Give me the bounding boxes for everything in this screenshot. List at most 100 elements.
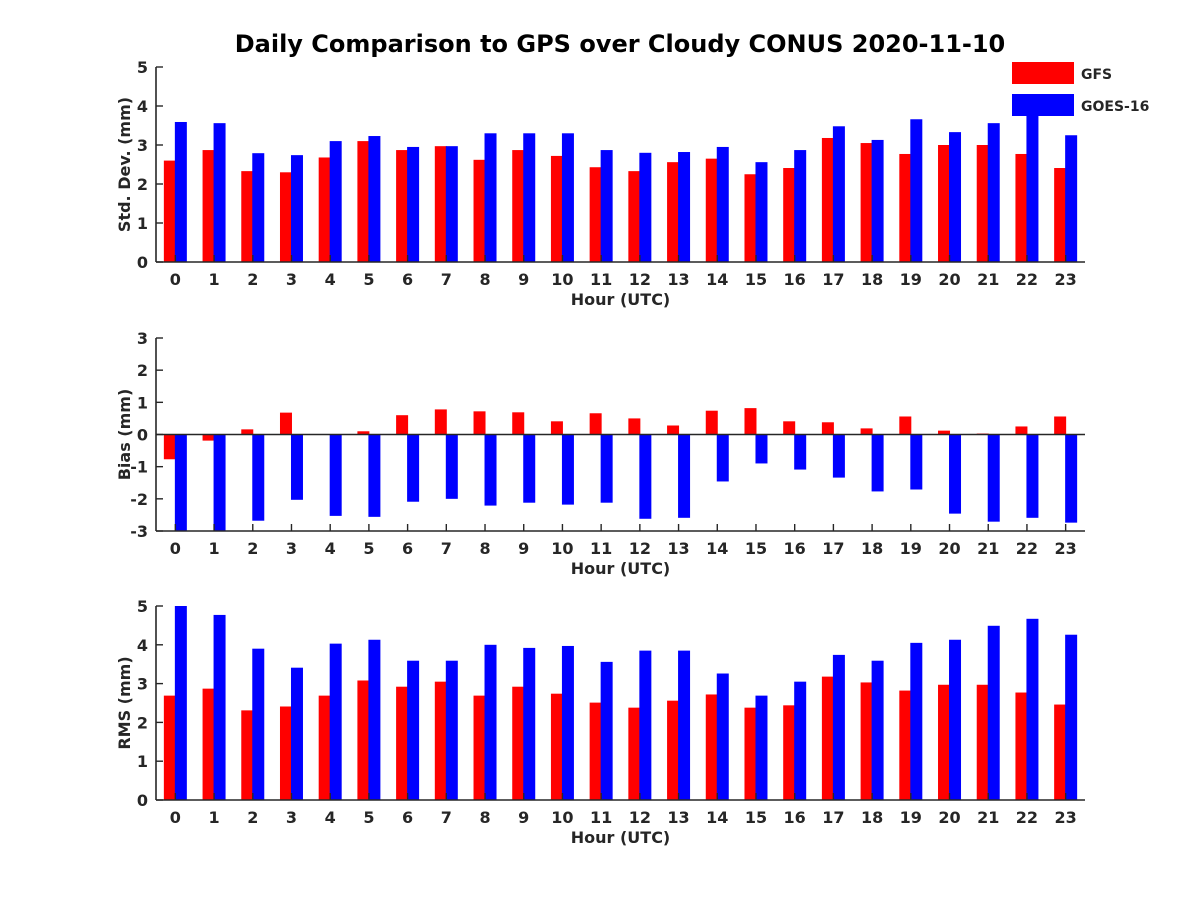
x-tick-label: 22 — [1016, 539, 1038, 558]
bar-goes-16-hour-18 — [871, 139, 884, 262]
bar-goes-16-hour-20 — [949, 132, 962, 262]
x-tick-label: 0 — [170, 539, 181, 558]
x-tick-label: 19 — [900, 539, 922, 558]
bar-goes-16-hour-17 — [832, 654, 845, 800]
bar-gfs-hour-3 — [279, 412, 292, 435]
bar-gfs-hour-5 — [357, 680, 370, 800]
bar-gfs-hour-8 — [473, 695, 486, 800]
bar-goes-16-hour-14 — [716, 146, 729, 262]
y-tick-label: 4 — [137, 636, 148, 655]
x-tick-label: 17 — [822, 270, 844, 289]
x-tick-label: 19 — [900, 270, 922, 289]
y-tick-label: -1 — [130, 458, 148, 477]
y-tick-label: 1 — [137, 393, 148, 412]
x-tick-label: 15 — [745, 808, 767, 827]
bar-goes-16-hour-10 — [561, 434, 574, 505]
bar-gfs-hour-12 — [628, 707, 641, 800]
bar-goes-16-hour-9 — [523, 133, 536, 262]
x-tick-label: 12 — [629, 539, 651, 558]
bar-goes-16-hour-19 — [910, 434, 923, 490]
bar-goes-16-hour-12 — [639, 650, 652, 800]
x-tick-label: 15 — [745, 270, 767, 289]
bar-goes-16-hour-13 — [678, 434, 691, 518]
bar-gfs-hour-15 — [744, 174, 757, 262]
bar-goes-16-hour-11 — [600, 434, 613, 503]
x-tick-label: 23 — [1055, 808, 1077, 827]
bar-goes-16-hour-11 — [600, 661, 613, 800]
x-tick-label: 2 — [247, 270, 258, 289]
y-tick-label: 0 — [137, 426, 148, 445]
bar-goes-16-hour-17 — [832, 126, 845, 262]
y-tick-label: 2 — [137, 361, 148, 380]
x-tick-label: 12 — [629, 808, 651, 827]
bar-goes-16-hour-15 — [755, 434, 768, 464]
bar-goes-16-hour-21 — [987, 625, 1000, 800]
x-tick-label: 10 — [551, 539, 573, 558]
x-tick-label: 22 — [1016, 808, 1038, 827]
bar-gfs-hour-2 — [241, 171, 254, 262]
y-tick-label: 0 — [137, 791, 148, 810]
bar-goes-16-hour-19 — [910, 119, 923, 262]
y-tick-label: -3 — [130, 522, 148, 541]
bar-gfs-hour-20 — [938, 430, 951, 435]
bar-gfs-hour-6 — [396, 686, 409, 800]
bar-goes-16-hour-22 — [1026, 434, 1039, 518]
bar-goes-16-hour-6 — [407, 434, 420, 502]
bar-gfs-hour-15 — [744, 408, 757, 435]
x-tick-label: 20 — [938, 539, 960, 558]
bar-gfs-hour-18 — [860, 143, 873, 262]
legend-swatch-goes-16 — [1012, 94, 1074, 116]
bar-gfs-hour-8 — [473, 159, 486, 262]
x-tick-label: 14 — [706, 270, 728, 289]
bar-goes-16-hour-12 — [639, 434, 652, 519]
bar-goes-16-hour-21 — [987, 434, 1000, 522]
y-axis-label: Bias (mm) — [115, 389, 134, 481]
legend-label-goes-16: GOES-16 — [1081, 99, 1149, 115]
bar-goes-16-hour-20 — [949, 639, 962, 800]
y-tick-label: 1 — [137, 214, 148, 233]
bar-gfs-hour-9 — [512, 686, 525, 800]
bar-goes-16-hour-11 — [600, 150, 613, 262]
bar-goes-16-hour-16 — [794, 434, 807, 470]
bar-gfs-hour-10 — [550, 421, 563, 435]
bar-gfs-hour-21 — [976, 145, 989, 262]
bar-gfs-hour-14 — [705, 158, 718, 262]
bar-gfs-hour-15 — [744, 707, 757, 800]
x-tick-label: 18 — [861, 270, 883, 289]
bar-goes-16-hour-10 — [561, 133, 574, 262]
x-tick-label: 7 — [441, 270, 452, 289]
bar-gfs-hour-2 — [241, 710, 254, 800]
bar-gfs-hour-13 — [667, 425, 680, 435]
bar-gfs-hour-20 — [938, 684, 951, 800]
y-tick-label: 5 — [137, 597, 148, 616]
bar-goes-16-hour-15 — [755, 695, 768, 800]
x-tick-label: 15 — [745, 539, 767, 558]
bar-gfs-hour-22 — [1015, 426, 1028, 435]
bar-gfs-hour-10 — [550, 155, 563, 262]
bar-gfs-hour-17 — [821, 137, 834, 262]
bar-gfs-hour-16 — [783, 421, 796, 435]
y-tick-label: 3 — [137, 136, 148, 155]
bar-goes-16-hour-8 — [484, 434, 497, 506]
bar-gfs-hour-17 — [821, 422, 834, 435]
bar-gfs-hour-3 — [279, 172, 292, 262]
bar-goes-16-hour-17 — [832, 434, 845, 478]
bar-gfs-hour-14 — [705, 410, 718, 435]
bar-goes-16-hour-14 — [716, 673, 729, 800]
bar-goes-16-hour-5 — [368, 136, 381, 262]
legend-swatch-gfs — [1012, 62, 1074, 84]
x-tick-label: 5 — [363, 539, 374, 558]
x-tick-label: 3 — [286, 808, 297, 827]
y-tick-label: -2 — [130, 490, 148, 509]
bar-gfs-hour-19 — [899, 416, 912, 435]
bar-gfs-hour-23 — [1054, 704, 1067, 800]
bar-gfs-hour-7 — [434, 681, 447, 800]
bar-gfs-hour-7 — [434, 409, 447, 435]
x-tick-label: 10 — [551, 270, 573, 289]
bar-gfs-hour-5 — [357, 141, 370, 262]
bar-goes-16-hour-5 — [368, 434, 381, 517]
bar-gfs-hour-19 — [899, 153, 912, 262]
x-tick-label: 11 — [590, 270, 612, 289]
bar-goes-16-hour-0 — [174, 434, 187, 531]
x-tick-label: 11 — [590, 539, 612, 558]
